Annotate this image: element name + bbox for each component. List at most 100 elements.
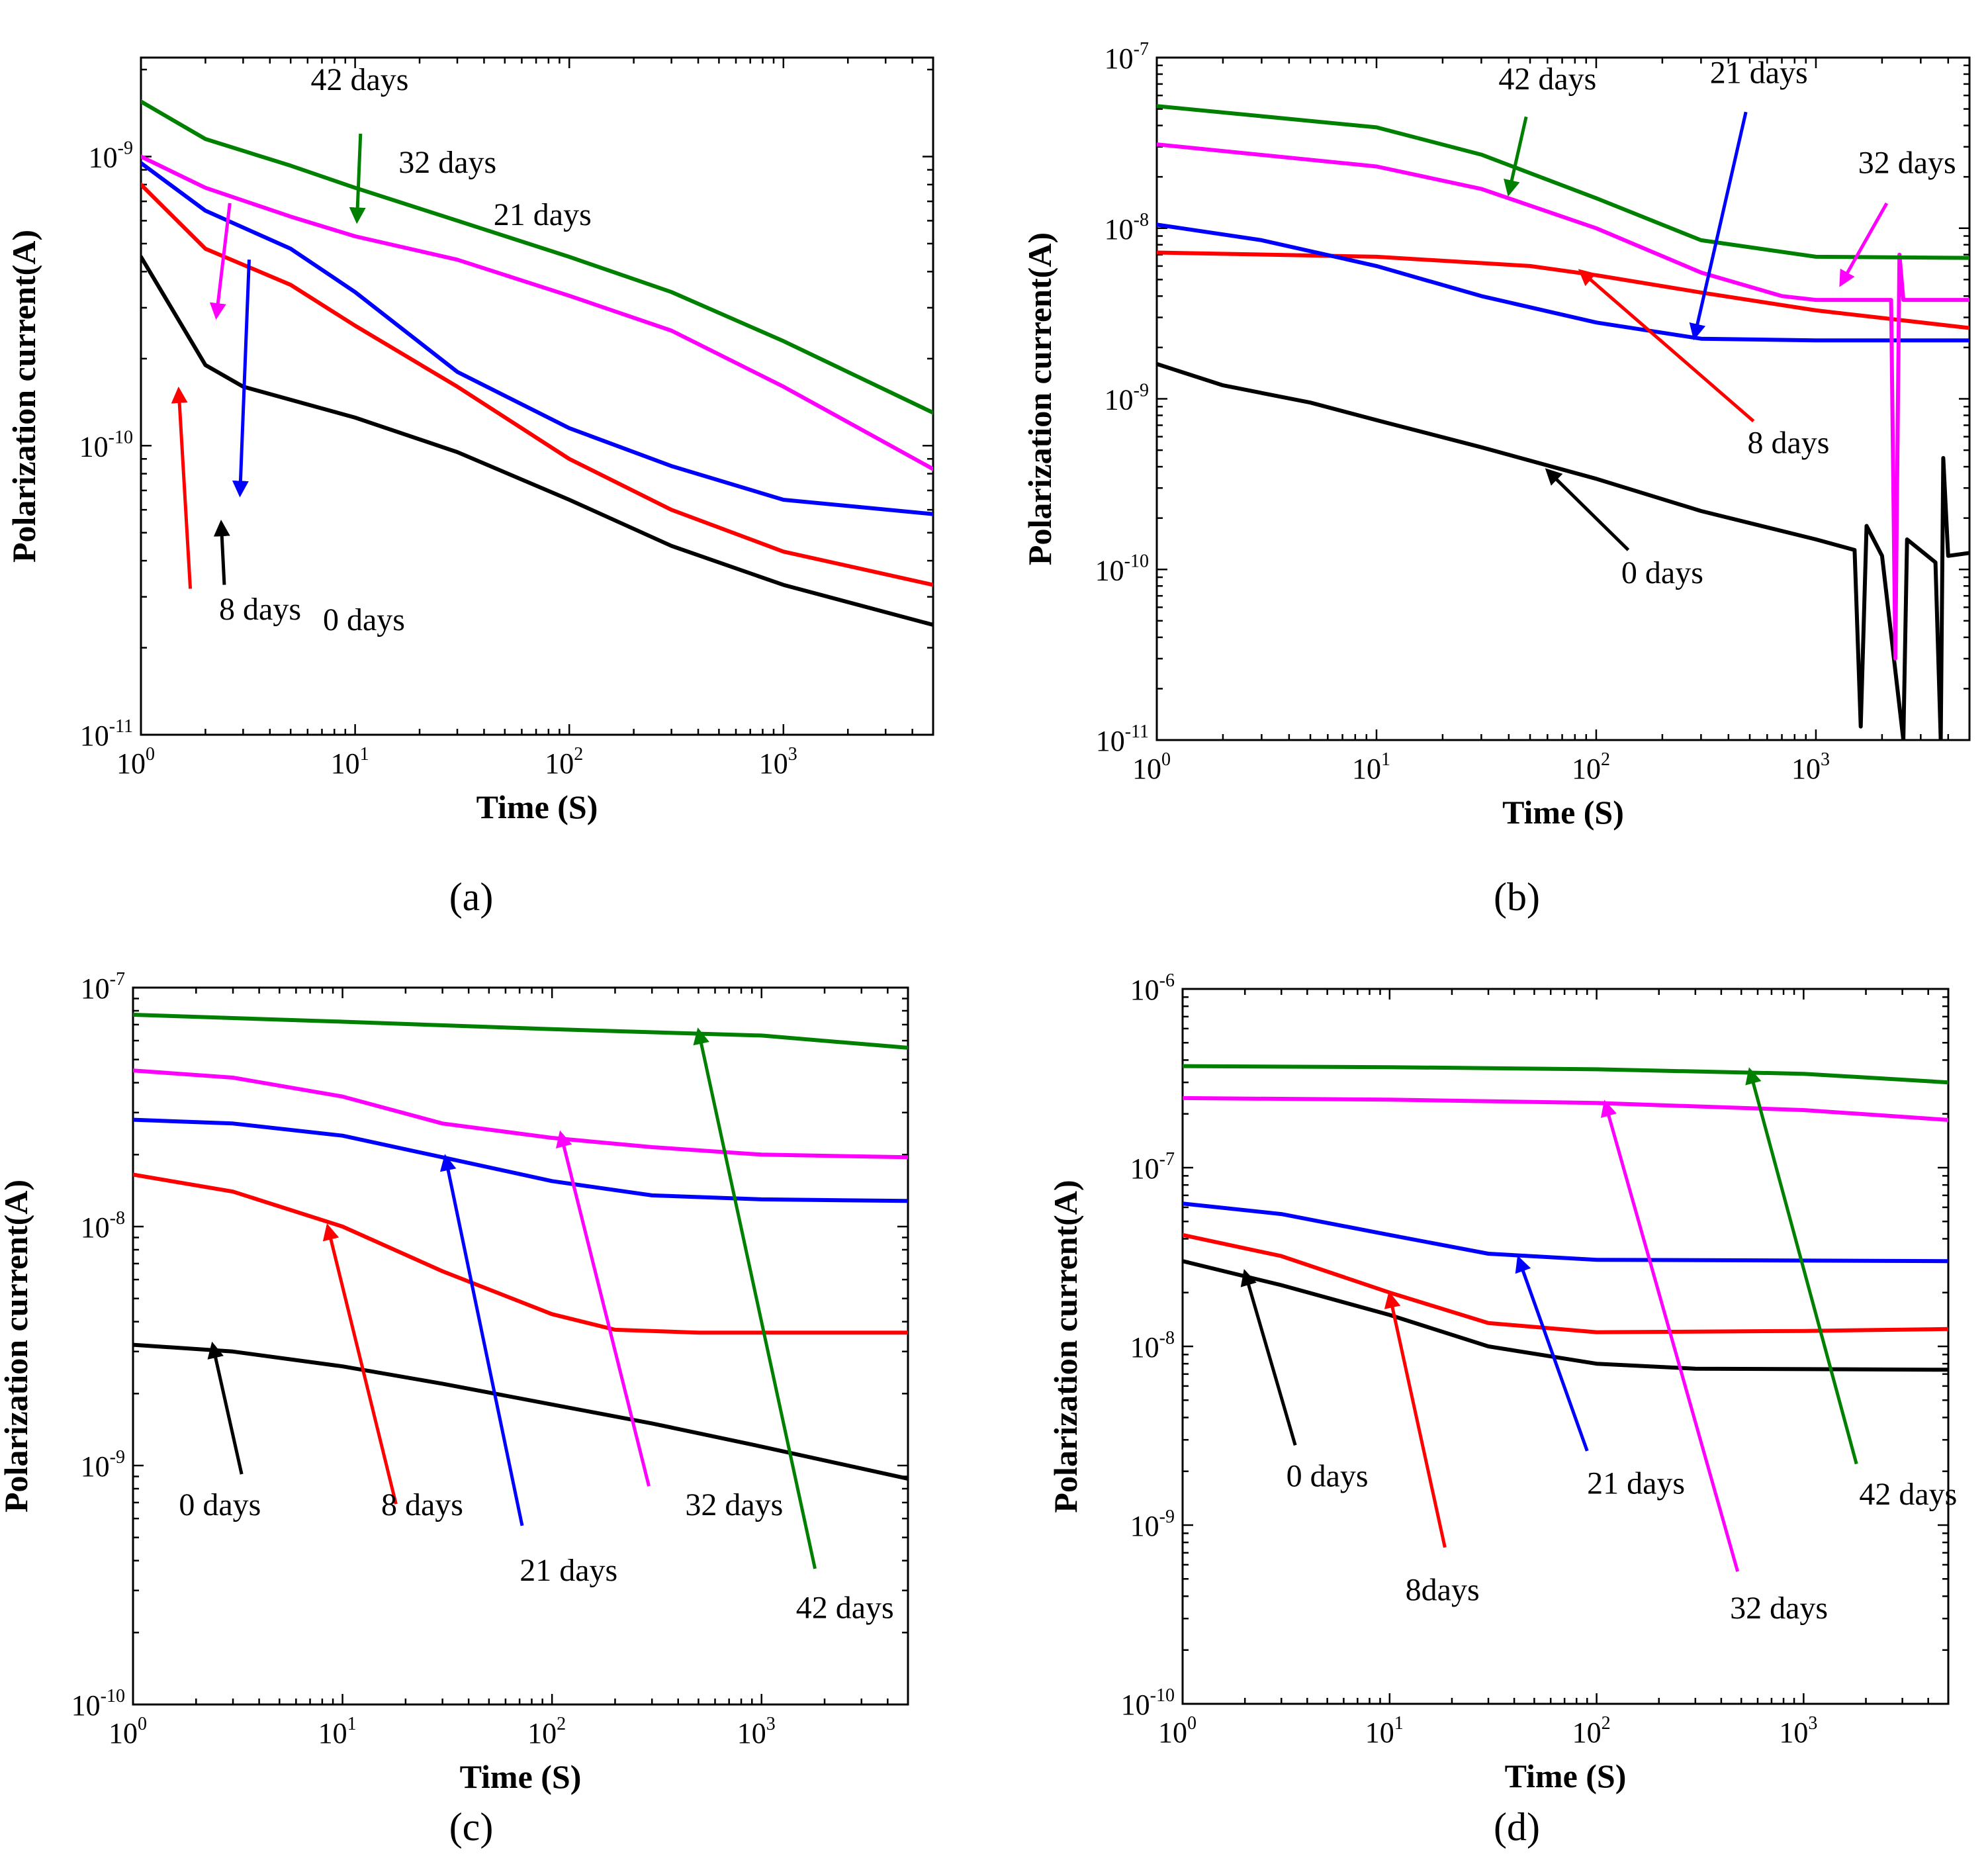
y-tick-label-exponent: -9 — [1134, 381, 1149, 401]
y-tick-label: 10-9 — [81, 1447, 125, 1483]
y-tick-label-base: 10 — [1095, 554, 1124, 586]
annotations: 42 days 21 days 32 days 8 days 0 days — [1498, 55, 1956, 590]
annotation-arrow-8-days — [322, 1223, 398, 1505]
x-tick-label-base: 10 — [331, 747, 360, 780]
x-tick-label-base: 10 — [545, 747, 574, 780]
annotation-arrow-21-days — [1689, 111, 1748, 341]
y-tick-label: 10-8 — [1130, 1328, 1175, 1364]
x-tick-label-base: 10 — [109, 1717, 138, 1749]
x-axis: 100 101 102 103 — [116, 58, 934, 780]
series-line-21-days — [141, 161, 933, 516]
y-tick-label: 10-9 — [89, 138, 133, 174]
y-tick-label-base: 10 — [80, 720, 109, 752]
y-tick-label-base: 10 — [1130, 1510, 1159, 1542]
plot-frame — [1155, 56, 1971, 741]
y-tick-label-exponent: -10 — [1124, 551, 1149, 571]
annotation-arrow-8days — [1384, 1291, 1447, 1548]
y-tick-label: 10-8 — [1105, 210, 1149, 246]
y-tick-label: 10-6 — [1130, 970, 1175, 1006]
x-tick-label-base: 10 — [1352, 753, 1381, 785]
x-axis-title: Time (S) — [1505, 1757, 1627, 1795]
y-tick-label: 10-8 — [81, 1208, 125, 1244]
panel-caption: (b) — [1494, 875, 1540, 919]
series-line-42-days — [133, 1013, 908, 1050]
y-tick-label: 10-7 — [1105, 39, 1149, 75]
y-tick-label-exponent: -7 — [1134, 39, 1149, 60]
x-tick-label: 103 — [1779, 1713, 1817, 1749]
series-line-0-days — [133, 1342, 908, 1481]
panel-caption: (d) — [1494, 1805, 1540, 1849]
annotation-label-8-days: 8 days — [219, 592, 301, 627]
annotation-arrow-32-days — [1839, 202, 1889, 287]
x-tick-label: 101 — [331, 744, 369, 780]
x-tick-label-exponent: 0 — [1187, 1713, 1197, 1734]
x-tick-label-exponent: 2 — [574, 744, 583, 765]
series-line-8-days — [141, 182, 933, 587]
y-tick-label-base: 10 — [1121, 1689, 1150, 1721]
series-line-42-days — [1183, 1064, 1948, 1085]
annotation-arrow-8-days — [1578, 269, 1755, 423]
annotation-arrow-32-days — [555, 1130, 651, 1487]
y-tick-label-exponent: -8 — [110, 1208, 125, 1229]
annotation-label-0-days: 0 days — [323, 602, 405, 637]
annotation-arrow-0-days — [1545, 468, 1630, 551]
x-tick-label-base: 10 — [527, 1717, 557, 1749]
series-line-32-days — [1157, 142, 1969, 661]
x-tick-label-base: 10 — [1572, 1716, 1602, 1749]
panel-caption: (a) — [449, 875, 494, 919]
series-line-42-days — [1157, 104, 1969, 260]
annotation-label-32-days: 32 days — [685, 1487, 783, 1522]
annotation-label-21-days: 21 days — [1587, 1466, 1685, 1501]
series-line-21-days — [1157, 222, 1969, 343]
y-tick-label-base: 10 — [81, 972, 110, 1005]
series-line-32-days — [133, 1068, 908, 1160]
y-tick-label-base: 10 — [89, 142, 118, 174]
series-line-8-days — [1157, 250, 1969, 330]
x-tick-label-exponent: 0 — [138, 1714, 147, 1734]
x-tick-label-base: 10 — [1158, 1716, 1187, 1749]
y-tick-label-exponent: -11 — [109, 716, 133, 737]
x-axis: 100 101 102 103 — [1158, 989, 1950, 1749]
annotation-label-0-days: 0 days — [1287, 1458, 1369, 1493]
y-axis-title: Polarization current(A) — [1021, 232, 1058, 565]
annotation-label-8days: 8days — [1406, 1572, 1480, 1607]
annotation-label-42-days: 42 days — [310, 62, 408, 97]
annotations: 0 days 8days 21 days 32 days 42 days — [1240, 1067, 1957, 1626]
y-tick-label-exponent: -9 — [118, 138, 133, 159]
annotation-arrow-0-days — [213, 520, 230, 585]
x-tick-label-exponent: 2 — [557, 1714, 566, 1734]
series-line-0-days — [141, 255, 933, 627]
series-line-32-days — [141, 154, 933, 471]
panel-caption: (c) — [449, 1805, 494, 1849]
y-tick-label-base: 10 — [81, 1450, 110, 1483]
annotation-arrow-32-days — [1600, 1099, 1740, 1572]
annotation-label-21-days: 21 days — [520, 1553, 617, 1588]
x-tick-label-exponent: 2 — [1602, 1713, 1611, 1734]
x-tick-label: 103 — [759, 744, 797, 780]
x-tick-label-exponent: 3 — [788, 744, 797, 765]
x-tick-label: 102 — [1572, 749, 1610, 785]
y-axis-title: Polarization current(A) — [1047, 1180, 1084, 1513]
series-group — [141, 99, 933, 627]
x-tick-label-base: 10 — [759, 747, 788, 780]
x-tick-label-base: 10 — [1572, 753, 1601, 785]
y-tick-label-base: 10 — [1105, 42, 1134, 75]
annotation-arrow-8-days — [171, 386, 193, 589]
x-tick-label-base: 10 — [1365, 1716, 1394, 1749]
series-line-0-days — [1183, 1259, 1948, 1372]
x-tick-label: 102 — [1572, 1713, 1611, 1749]
plot-frame — [1181, 988, 1950, 1705]
x-tick-label: 100 — [109, 1714, 147, 1749]
annotation-arrow-42-days — [1745, 1067, 1858, 1465]
y-tick-label: 10-7 — [1130, 1149, 1175, 1185]
y-tick-label-base: 10 — [1130, 1152, 1159, 1185]
y-tick-label: 10-11 — [1096, 722, 1149, 757]
y-tick-label-exponent: -10 — [109, 427, 133, 447]
x-tick-label: 101 — [318, 1714, 357, 1749]
y-tick-label-base: 10 — [1105, 213, 1134, 246]
